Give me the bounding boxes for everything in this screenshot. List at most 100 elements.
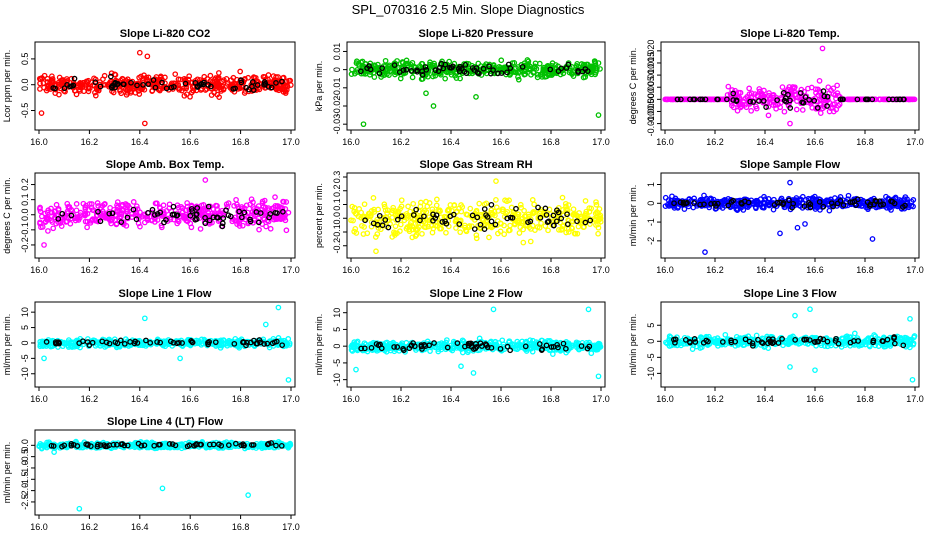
data-point — [154, 217, 161, 223]
data-point — [283, 199, 290, 205]
data-point — [185, 76, 192, 83]
data-points — [36, 438, 294, 512]
data-point — [473, 235, 480, 242]
data-point — [518, 204, 524, 211]
data-point — [375, 225, 382, 231]
reference-point — [280, 208, 286, 215]
data-point — [591, 58, 598, 64]
data-point — [574, 230, 581, 237]
data-point — [407, 208, 413, 215]
reference-point — [774, 97, 781, 103]
reference-point — [261, 79, 268, 85]
data-point — [223, 201, 230, 208]
reference-point — [394, 216, 401, 223]
outlier-point — [202, 177, 209, 183]
reference-point — [462, 62, 469, 68]
y-tick-label: 0.01 — [332, 43, 342, 61]
y-axis-label: percent per min. — [314, 183, 324, 248]
plot-frame — [660, 172, 920, 259]
x-tick-label: 16.8 — [856, 265, 874, 275]
reference-point — [817, 335, 824, 342]
reference-point — [892, 340, 898, 347]
reference-point — [432, 67, 439, 74]
plot-frame — [34, 41, 296, 131]
data-point — [214, 203, 220, 209]
data-point — [179, 209, 186, 215]
reference-point — [564, 211, 570, 218]
data-point — [37, 341, 44, 348]
data-point — [817, 207, 823, 213]
data-point — [258, 206, 265, 213]
data-point — [770, 92, 777, 99]
reference-point — [403, 66, 410, 73]
reference-point — [779, 336, 785, 342]
x-tick-label: 16.6 — [181, 137, 199, 147]
data-point — [793, 106, 800, 113]
data-point — [477, 214, 484, 220]
y-tick-label: -10 — [332, 373, 342, 386]
reference-point — [182, 80, 189, 87]
data-point — [737, 89, 744, 96]
data-point — [183, 91, 190, 98]
y-tick-label: -0.010 — [646, 111, 656, 137]
outlier-point — [807, 306, 813, 313]
reference-point — [163, 85, 170, 92]
x-tick-label: 17.0 — [282, 137, 300, 147]
data-point — [669, 193, 675, 200]
reference-point — [379, 65, 385, 72]
y-axis-label: kPa per min. — [314, 61, 324, 112]
reference-point — [724, 96, 730, 103]
data-point — [746, 85, 753, 92]
outlier-point — [423, 90, 429, 97]
reference-point — [97, 83, 104, 90]
data-point — [593, 201, 600, 208]
y-tick-label: 0.1 — [332, 198, 342, 211]
reference-point — [68, 212, 75, 219]
outlier-point — [144, 53, 151, 60]
y-tick-label: -0.1 — [20, 222, 30, 238]
reference-point — [411, 343, 418, 350]
reference-point — [482, 341, 489, 348]
reference-point — [80, 338, 86, 345]
data-point — [565, 341, 572, 348]
reference-point — [250, 87, 257, 93]
data-point — [681, 206, 688, 212]
reference-point — [886, 96, 892, 103]
reference-point — [174, 340, 180, 347]
reference-point — [558, 65, 565, 72]
x-tick-label: 16.6 — [492, 265, 510, 275]
x-tick-label: 16.0 — [656, 137, 674, 147]
data-point — [99, 202, 106, 209]
data-point — [233, 196, 239, 203]
reference-point — [261, 341, 267, 347]
data-point — [593, 222, 599, 228]
data-point — [467, 205, 474, 212]
data-point — [267, 225, 274, 232]
reference-point — [238, 214, 245, 221]
data-point — [588, 71, 595, 78]
reference-point — [488, 70, 494, 77]
panel-4: Slope Amb. Box Temp.16.0 16.2 16.4 16.6 16.8… — [2, 159, 300, 275]
x-tick-label: 16.4 — [131, 265, 149, 275]
reference-point — [582, 219, 589, 226]
data-point — [712, 206, 719, 212]
y-tick-label: -5 — [20, 354, 30, 362]
reference-point — [430, 217, 436, 224]
data-point — [262, 204, 269, 211]
data-point — [910, 197, 917, 203]
data-point — [152, 200, 159, 207]
data-point — [384, 217, 391, 224]
reference-point — [376, 70, 383, 77]
x-tick-label: 17.0 — [906, 137, 924, 147]
outlier-point — [493, 178, 499, 184]
outlier-point — [141, 120, 148, 127]
y-tick-label: 0.0 — [332, 212, 342, 225]
data-point — [107, 216, 114, 223]
data-point — [570, 206, 577, 213]
data-point — [903, 96, 909, 103]
data-point — [84, 224, 90, 231]
x-tick-label: 16.6 — [806, 394, 824, 404]
data-point — [132, 89, 139, 96]
reference-point — [268, 84, 275, 91]
